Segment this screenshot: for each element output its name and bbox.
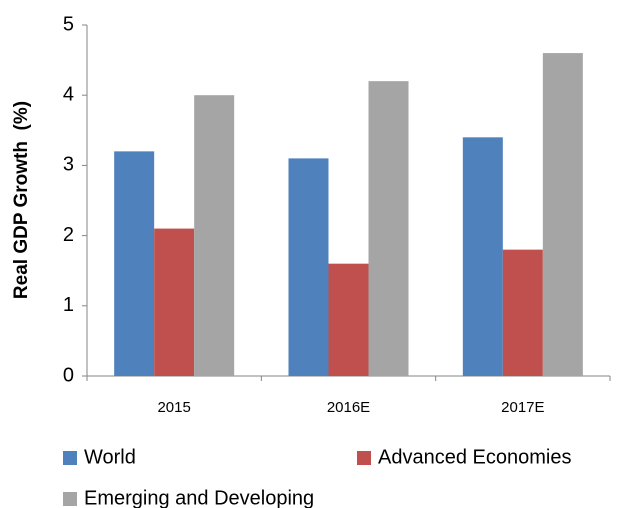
x-tick-label: 2016E	[327, 399, 370, 416]
x-tick-label: 2017E	[501, 399, 544, 416]
legend-label: World	[84, 446, 136, 468]
bar	[328, 263, 369, 376]
y-tick-label: 0	[63, 364, 74, 386]
legend-swatch	[357, 451, 371, 465]
y-axis-label: Real GDP Growth (%)	[11, 101, 32, 299]
bar	[114, 151, 155, 376]
y-tick-label: 5	[63, 13, 74, 35]
y-tick-label: 3	[63, 154, 74, 176]
y-tick-label: 4	[63, 83, 74, 105]
legend-label: Emerging and Developing	[84, 487, 314, 508]
legend-swatch	[63, 492, 77, 506]
y-tick-label: 2	[63, 224, 74, 246]
bar	[368, 81, 409, 376]
x-tick-label: 2015	[157, 399, 190, 416]
bar	[462, 137, 503, 376]
legend-swatch	[63, 451, 77, 465]
bar	[194, 95, 235, 376]
bar	[288, 158, 329, 376]
bar	[154, 228, 195, 376]
y-tick-label: 1	[63, 294, 74, 316]
legend-label: Advanced Economies	[378, 446, 571, 468]
bar	[502, 249, 543, 376]
bar	[542, 53, 583, 376]
